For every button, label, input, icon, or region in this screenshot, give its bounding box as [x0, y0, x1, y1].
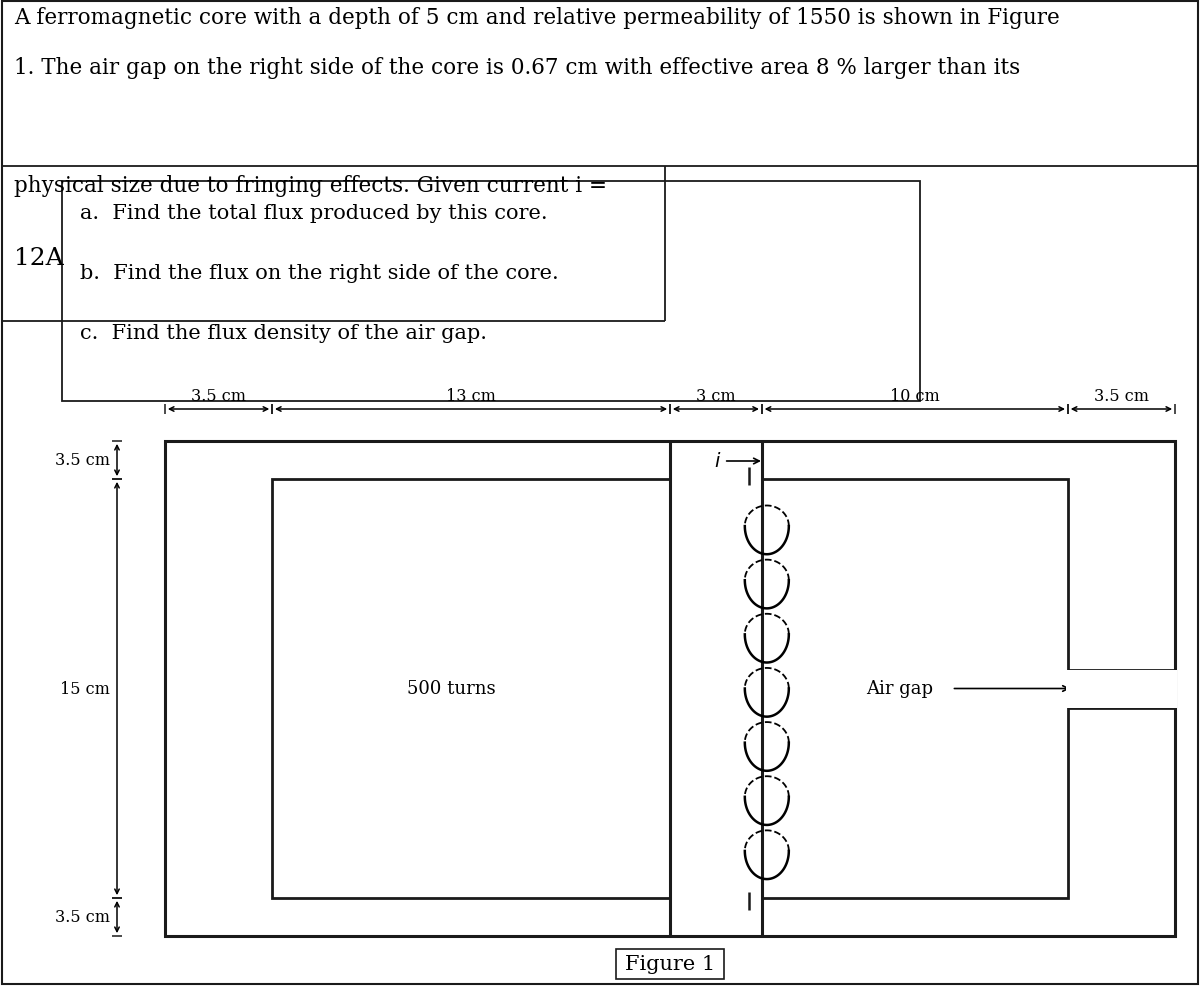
Text: 3.5 cm: 3.5 cm	[191, 387, 246, 404]
Text: 3 cm: 3 cm	[696, 387, 736, 404]
Text: Air gap: Air gap	[866, 679, 934, 698]
Text: 1. The air gap on the right side of the core is 0.67 cm with effective area 8 % : 1. The air gap on the right side of the …	[14, 57, 1020, 79]
Text: 12A: 12A	[14, 246, 64, 270]
Text: a.  Find the total flux produced by this core.: a. Find the total flux produced by this …	[80, 204, 547, 223]
Text: c.  Find the flux density of the air gap.: c. Find the flux density of the air gap.	[80, 323, 487, 343]
Text: Figure 1: Figure 1	[625, 954, 715, 973]
Text: 10 cm: 10 cm	[890, 387, 940, 404]
Text: 500 turns: 500 turns	[407, 679, 496, 698]
Text: 3.5 cm: 3.5 cm	[55, 452, 110, 469]
Text: b.  Find the flux on the right side of the core.: b. Find the flux on the right side of th…	[80, 263, 559, 283]
Bar	[272, 479, 670, 898]
Text: 3.5 cm: 3.5 cm	[55, 908, 110, 926]
Text: 3.5 cm: 3.5 cm	[1094, 387, 1148, 404]
Text: 15 cm: 15 cm	[60, 680, 110, 697]
Bar	[762, 479, 1068, 898]
Text: $i$: $i$	[714, 452, 722, 471]
Text: physical size due to fringing effects. Given current i =: physical size due to fringing effects. G…	[14, 175, 607, 197]
Text: 13 cm: 13 cm	[446, 387, 496, 404]
Bar	[1066, 669, 1177, 708]
Text: A ferromagnetic core with a depth of 5 cm and relative permeability of 1550 is s: A ferromagnetic core with a depth of 5 c…	[14, 7, 1060, 29]
Bar	[166, 442, 1175, 936]
Bar	[616, 950, 724, 979]
Bar	[62, 181, 920, 401]
